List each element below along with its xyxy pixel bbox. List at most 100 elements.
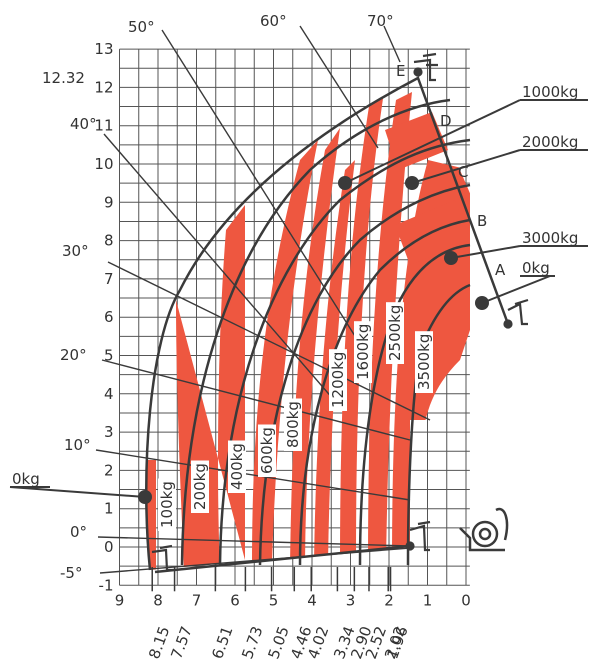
angle-label: 30° (62, 242, 89, 260)
reach-label: 6.51 (208, 624, 236, 659)
x-tick-label: 8 (153, 591, 163, 609)
fork-icon-bottom-right (409, 520, 431, 552)
machine-icon (459, 507, 509, 552)
extension-labels: A B C D E (396, 62, 506, 279)
y-tick-label: 2 (104, 461, 114, 479)
point-label-b: B (477, 212, 487, 230)
x-tick-label: 5 (269, 591, 279, 609)
callout-labels: 1000kg 2000kg 3000kg 0kg 0kg (12, 83, 578, 488)
angle-label: 10° (64, 436, 91, 454)
load-band-1600kg (340, 92, 384, 565)
zone-label-group: 200kg (191, 460, 209, 513)
zone-label-bg (228, 440, 246, 493)
y-tick-label: 9 (104, 193, 114, 211)
right-dot (503, 319, 513, 329)
callout-label-2000kg: 2000kg (522, 133, 578, 151)
arc-a (298, 218, 471, 566)
y-tick-label: 1 (104, 500, 114, 518)
y-tick-label: 4 (104, 385, 114, 403)
zone-label-group: 800kg (284, 398, 302, 451)
zone-label-group: 400kg (228, 440, 246, 493)
point-label-c: C (458, 163, 468, 181)
angle-line (101, 359, 411, 441)
angle-label: 70° (367, 12, 394, 30)
angle-label: 60° (260, 12, 287, 30)
angle-label: 0° (70, 523, 87, 541)
callout-label-0kg-left: 0kg (12, 470, 40, 488)
fork-icon-top (413, 52, 438, 82)
zone-label-group: 1600kg (354, 321, 372, 383)
y-tick-label: 3 (104, 423, 114, 441)
zone-label-bg (415, 331, 433, 393)
y-tick-label: 12 (94, 78, 113, 96)
x-tick-label: 2 (384, 591, 394, 609)
fork-icon-right (507, 298, 529, 326)
angle-labels: 70° 60° 50° 40° 30° 20° 10° 0° -5° (60, 12, 394, 582)
angle-label: -5° (60, 564, 82, 582)
reach-labels: 8.157.57 6.51 5.735.054.464.023.342.902.52… (145, 567, 412, 659)
zone-label: 1200kg (329, 352, 347, 408)
angle-line (103, 133, 335, 401)
zone-label-group: 600kg (258, 424, 276, 477)
zone-label: 2500kg (386, 305, 404, 361)
angle-label: 40° (70, 115, 97, 133)
zone-label: 400kg (228, 443, 246, 490)
point-e-dot (413, 67, 423, 77)
callout-line-0kg-right (481, 275, 551, 304)
callout-line-0kg-left (9, 486, 146, 498)
x-tick-label: 3 (346, 591, 356, 609)
zone-label-bg (258, 424, 276, 477)
fork-icon-bottom-left (151, 544, 173, 572)
y-tick-label: -1 (99, 576, 114, 594)
fork-icons (151, 52, 529, 572)
zone-label-bg (354, 321, 372, 383)
zone-label: 200kg (191, 463, 209, 510)
zone-label-bg (329, 349, 347, 411)
max-height-label: 12.32 (42, 69, 85, 87)
load-zone-labels: 100kg 200kg 400kg 600kg 800kg 1200kg 1600kg 250… (158, 302, 433, 531)
angle-label: 50° (128, 18, 155, 36)
x-tick-label: 6 (230, 591, 240, 609)
y-tick-label: 11 (94, 117, 113, 135)
angle-line (161, 29, 361, 345)
point-label-a: A (495, 261, 506, 279)
machine-arch (495, 507, 509, 541)
y-tick-label: 0 (104, 538, 114, 556)
y-tick-label: 10 (94, 155, 113, 173)
callout-line-3000kg (450, 245, 521, 259)
y-tick-label: 6 (104, 308, 114, 326)
zone-label: 100kg (158, 481, 176, 528)
zone-label-group: 3500kg (415, 331, 433, 393)
zone-label-group: 1200kg (329, 349, 347, 411)
angle-line (299, 25, 379, 149)
callout-line-1000kg (344, 99, 521, 184)
zone-label-group: 100kg (158, 478, 176, 531)
machine-body (459, 527, 505, 552)
x-tick-label: 9 (115, 591, 125, 609)
callout-label-1000kg: 1000kg (522, 83, 578, 101)
x-tick-label: 0 (461, 591, 471, 609)
angle-line (95, 449, 411, 501)
zone-label-bg (386, 302, 404, 364)
x-tick-labels: 9 8 7 6 5 4 3 2 1 0 (115, 591, 471, 609)
zone-label: 600kg (258, 427, 276, 474)
x-tick-label: 4 (307, 591, 317, 609)
zone-label-bg (284, 398, 302, 451)
load-band-800kg (290, 128, 340, 565)
zone-label-group: 2500kg (386, 302, 404, 364)
y-tick-label: 13 (94, 40, 113, 58)
point-label-d: D (440, 112, 452, 130)
arc-d (180, 98, 451, 566)
x-tick-label: 7 (192, 591, 202, 609)
zone-label: 1600kg (354, 324, 372, 380)
reach-label: 7.57 (167, 624, 195, 659)
y-tick-label: 8 (104, 232, 114, 250)
callout-label-0kg-right: 0kg (522, 259, 550, 277)
y-tick-label: 7 (104, 270, 114, 288)
point-label-e: E (396, 62, 405, 80)
x-tick-label: 1 (423, 591, 433, 609)
zone-label: 800kg (284, 401, 302, 448)
load-band-100kg (146, 460, 156, 570)
